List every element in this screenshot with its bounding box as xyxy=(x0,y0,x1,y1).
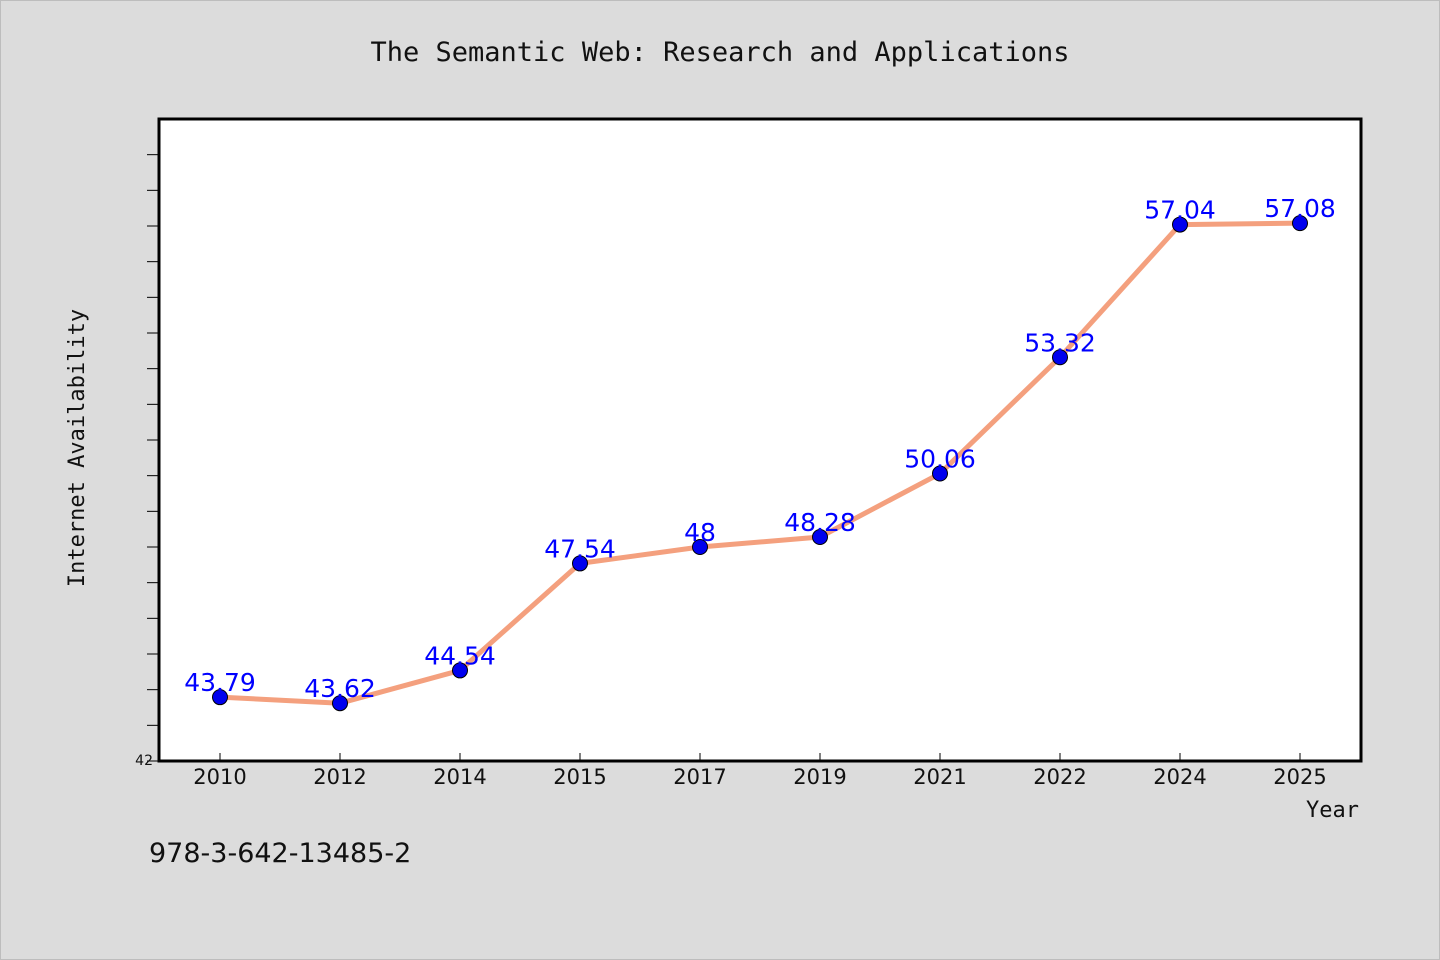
data-label: 53.32 xyxy=(1024,328,1096,357)
x-tick-label: 2014 xyxy=(433,765,486,789)
x-tick-label: 2017 xyxy=(673,765,726,789)
series-line xyxy=(217,220,1303,706)
x-tick-label: 2022 xyxy=(1033,765,1086,789)
x-tick-label: 2012 xyxy=(313,765,366,789)
x-tick-label: 2024 xyxy=(1153,765,1206,789)
data-point xyxy=(692,539,708,555)
data-point xyxy=(572,555,588,572)
data-label: 43.62 xyxy=(304,674,376,703)
x-axis-label: Year xyxy=(1306,798,1359,823)
y-axis-label: Internet Availability xyxy=(65,309,90,587)
data-label: 48 xyxy=(684,518,716,547)
data-label: 57.04 xyxy=(1144,196,1216,225)
data-label: 48.28 xyxy=(784,508,856,537)
data-point xyxy=(452,662,468,679)
data-label: 50.06 xyxy=(904,445,976,474)
data-point xyxy=(1292,215,1308,232)
footnote-isbn: 978-3-642-13485-2 xyxy=(149,838,411,869)
data-label: 44.54 xyxy=(424,641,496,670)
series-layer: 43.79 43.62 44.54 47.54 48 48.28 50.06 53.32 57.… xyxy=(184,194,1336,712)
data-point xyxy=(1052,349,1068,366)
x-tick-label: 2019 xyxy=(793,765,846,789)
data-point xyxy=(332,695,348,712)
plot-area xyxy=(157,117,1363,763)
chart-title: The Semantic Web: Research and Applicati… xyxy=(371,37,1070,68)
x-tick-label: 2015 xyxy=(553,765,606,789)
y-axis-ticks xyxy=(147,154,159,762)
y-axis-min-label: 42 xyxy=(135,753,153,769)
data-point xyxy=(812,529,828,546)
x-axis-ticks: 2010 2012 2014 2015 2017 2019 2021 2022 2024 2025 xyxy=(193,753,1327,789)
x-tick-label: 2021 xyxy=(913,765,966,789)
data-point xyxy=(932,465,948,482)
data-label: 47.54 xyxy=(544,534,616,563)
x-tick-label: 2010 xyxy=(193,765,246,789)
data-point xyxy=(212,689,228,706)
x-tick-label: 2025 xyxy=(1273,765,1326,789)
data-label: 43.79 xyxy=(184,668,256,697)
data-point xyxy=(1172,216,1188,233)
data-label: 57.08 xyxy=(1264,194,1336,223)
